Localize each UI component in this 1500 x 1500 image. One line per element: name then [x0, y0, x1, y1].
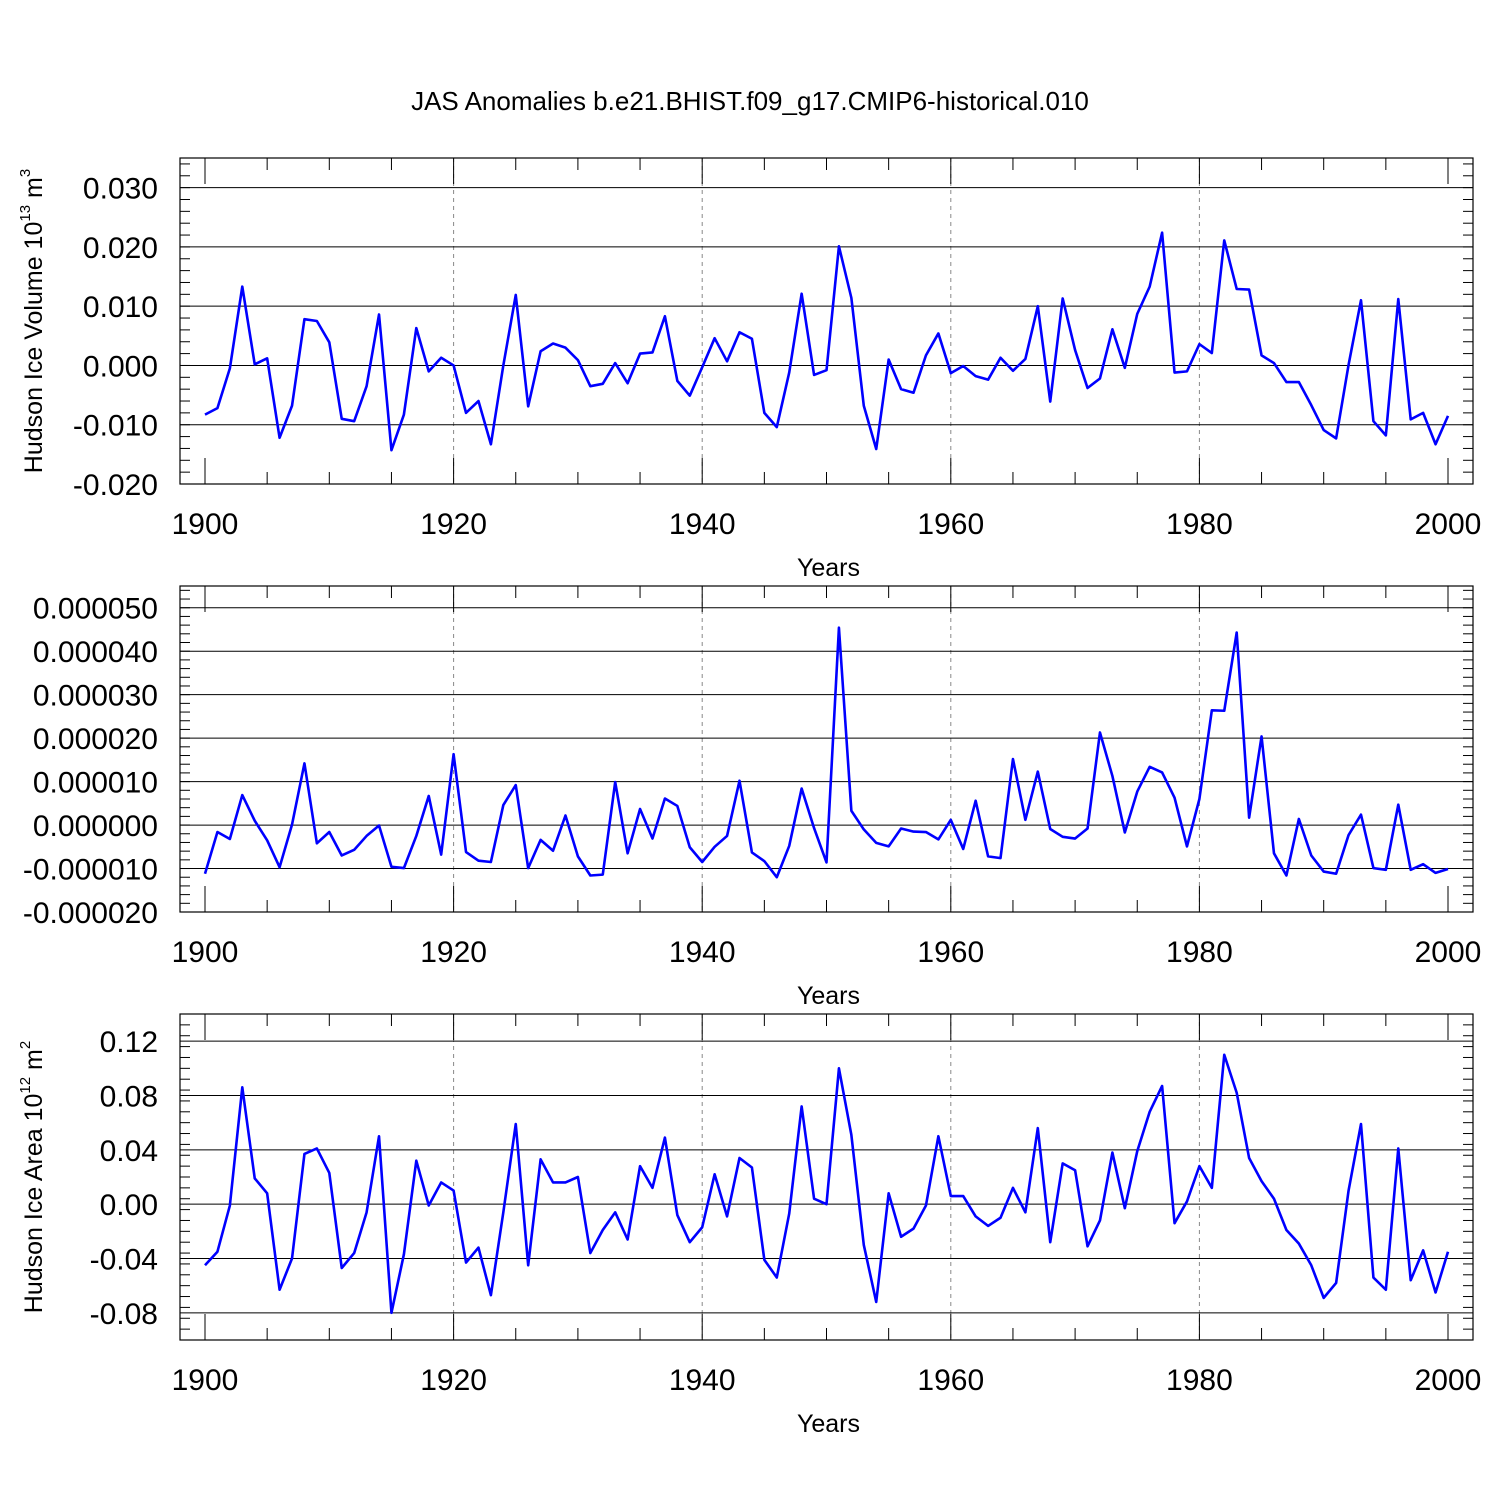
series-line [204, 231, 1450, 452]
x-tick-label: 1980 [1166, 1364, 1233, 1397]
x-tick-label: 1940 [669, 1364, 736, 1397]
x-tick-label: 2000 [1415, 1364, 1482, 1397]
y-tick-label: 0.000050 [33, 593, 158, 626]
chart-panel-1: 1900 1920 1940 1960 1980 2000 -0.020 -0.010 0.00… [17, 157, 1482, 582]
x-axis-label: Years [797, 554, 860, 582]
y-tick-label: 0.000020 [33, 723, 158, 756]
y-tick-label: 0.000010 [33, 767, 158, 800]
x-tick-label: 1980 [1166, 508, 1233, 541]
figure-title: JAS Anomalies b.e21.BHIST.f09_g17.CMIP6-… [411, 86, 1089, 116]
x-tick-label: 1920 [420, 1364, 487, 1397]
chart-panel-3: 1900 1920 1940 1960 1980 2000 -0.08 -0.04 0.00 0.… [17, 1013, 1482, 1438]
plot-frame [179, 157, 1474, 485]
y-tick-label: -0.010 [73, 410, 158, 443]
y-tick-label: -0.08 [90, 1298, 158, 1331]
chart-panel-2: 1900 1920 1940 1960 1980 2000 -0.000020 -0.0000… [23, 585, 1482, 1010]
y-tick-label: 0.08 [100, 1081, 158, 1114]
y-tick-label: 0.000040 [33, 636, 158, 669]
x-tick-label: 1960 [917, 1364, 984, 1397]
y-tick-label: 0.00 [100, 1189, 158, 1222]
x-tick-label: 1980 [1166, 936, 1233, 969]
plot-frame [179, 1013, 1474, 1341]
y-tick-label: -0.000010 [23, 854, 158, 887]
y-tick-label: -0.04 [90, 1244, 158, 1277]
y-tick-label: -0.000020 [23, 897, 158, 930]
y-tick-label: 0.12 [100, 1026, 158, 1059]
y-tick-label: -0.020 [73, 469, 158, 502]
x-tick-label: 2000 [1415, 936, 1482, 969]
x-tick-label: 1900 [172, 508, 239, 541]
x-tick-label: 1900 [172, 1364, 239, 1397]
y-tick-label: 0.000030 [33, 680, 158, 713]
y-axis-label: Hudson Ice Volume 1013 m3 [17, 169, 48, 473]
series-line [203, 626, 1449, 879]
x-tick-label: 1920 [420, 936, 487, 969]
x-axis-label: Years [797, 1410, 860, 1438]
x-tick-label: 1940 [669, 936, 736, 969]
y-axis-label: Hudson Ice Area 1012 m2 [17, 1041, 48, 1313]
x-tick-label: 1900 [172, 936, 239, 969]
x-tick-label: 2000 [1415, 508, 1482, 541]
x-tick-label: 1960 [917, 508, 984, 541]
y-tick-label: 0.030 [83, 173, 158, 206]
y-tick-label: 0.04 [100, 1135, 158, 1168]
x-tick-label: 1960 [917, 936, 984, 969]
y-tick-label: 0.010 [83, 291, 158, 324]
series-line [204, 1053, 1450, 1315]
panels-container: 1900 1920 1940 1960 1980 2000 -0.020 -0.010 0.00… [17, 157, 1482, 1438]
y-tick-label: 0.000000 [33, 810, 158, 843]
y-tick-label: 0.020 [83, 232, 158, 265]
x-axis-label: Years [797, 982, 860, 1010]
x-tick-label: 1920 [420, 508, 487, 541]
x-tick-label: 1940 [669, 508, 736, 541]
y-tick-label: 0.000 [83, 350, 158, 383]
